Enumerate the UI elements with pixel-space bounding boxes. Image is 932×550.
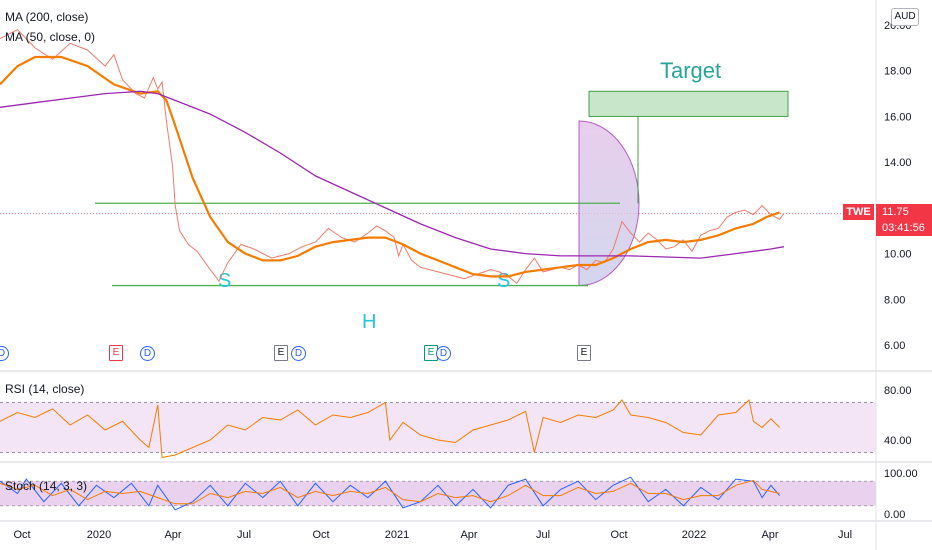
head-label: H [362,311,376,333]
time-tick-label: Jul [536,529,550,541]
last-price-label: TWE 11.75 03:41:56 [843,204,932,236]
price-tick-label: 6.00 [884,340,905,352]
bar-countdown: 03:41:56 [876,220,932,236]
target-zone [588,90,789,117]
ma50-series [0,55,780,278]
ticker-tag: TWE [843,204,874,220]
time-tick-label: Jul [838,529,852,541]
time-tick-label: Oct [312,529,329,541]
price-axis[interactable]: 6.008.0010.0012.0014.0016.0018.0020.0040… [875,0,918,550]
price-series [0,28,785,285]
left-shoulder-label: S [218,270,231,292]
dividend-icon[interactable]: D [291,346,306,361]
earnings-icon[interactable]: E [577,345,591,361]
price-pane[interactable]: Target S H S [0,28,932,522]
price-tick-label: 10.00 [884,249,912,261]
time-tick-label: Apr [164,529,181,541]
rsi-tick-label: 80.00 [884,385,912,397]
stoch-title[interactable]: Stoch (14, 3, 3) [5,479,88,493]
time-tick-label: Jul [237,529,251,541]
rsi-series [0,399,780,459]
rsi-pane[interactable] [0,399,876,459]
stoch-tick-label: 100.00 [884,468,918,480]
rsi-title[interactable]: RSI (14, close) [5,382,85,396]
price-tick-label: 18.00 [884,66,912,78]
earnings-icon[interactable]: E [109,345,123,361]
ma200-legend[interactable]: MA (200, close) [5,10,89,24]
right-shoulder-label: S [497,270,510,292]
price-tick-label: 16.00 [884,111,912,123]
currency-badge[interactable]: AUD [891,8,919,26]
stoch-d-series [0,479,780,505]
time-tick-label: Apr [460,529,477,541]
stoch-tick-label: 0.00 [884,509,905,521]
time-tick-label: Oct [13,529,30,541]
rsi-tick-label: 40.00 [884,435,912,447]
rsi-band [0,402,876,453]
time-tick-label: Oct [610,529,627,541]
last-price-value: 11.75 [876,204,932,220]
earnings-icon[interactable]: E [274,345,288,361]
target-label: Target [660,58,721,83]
ma200-series [0,90,785,259]
ma50-legend[interactable]: MA (50, close, 0) [5,30,96,44]
dividend-icon[interactable]: D [436,346,451,361]
time-tick-label: Apr [761,529,778,541]
price-tick-label: 14.00 [884,157,912,169]
dividend-icon[interactable]: D [140,346,155,361]
time-axis[interactable]: Oct 2020 Apr Jul Oct 2021 Apr Jul Oct 2022 Apr Jul [13,529,852,541]
time-tick-label: 2020 [87,529,111,541]
stoch-k-series [0,476,780,511]
time-tick-label: 2022 [682,529,706,541]
price-tick-label: 8.00 [884,294,905,306]
time-tick-label: 2021 [385,529,409,541]
stoch-pane[interactable] [0,476,876,511]
